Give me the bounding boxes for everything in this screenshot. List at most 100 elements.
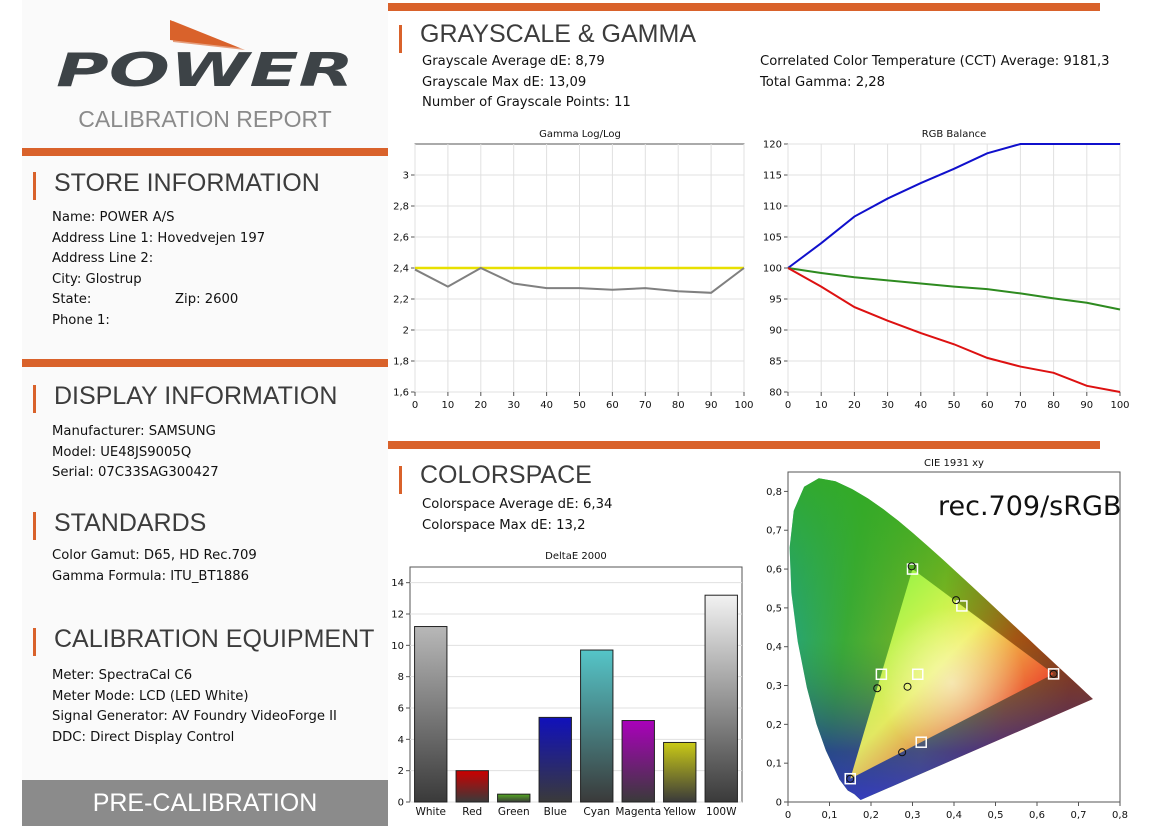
standards-gamma: Gamma Formula: ITU_BT1886	[52, 568, 250, 584]
y-tick-label: 0,4	[766, 642, 782, 653]
x-tick-label: 70	[639, 400, 652, 411]
measured-point	[898, 748, 907, 757]
x-tick-label: 60	[981, 400, 994, 411]
y-tick-label: 80	[769, 388, 782, 399]
gamma-chart: 1,61,822,22,42,62,830 10 20 30 40 50 60 70 80 90 1…	[393, 143, 754, 411]
y-tick-label: 2	[403, 326, 409, 337]
power-logo-icon: POWER	[56, 20, 354, 97]
y-tick-label: 2	[398, 766, 404, 777]
target-point	[844, 772, 856, 785]
x-tick-label: 30	[507, 400, 520, 411]
y-tick-label: 95	[769, 295, 782, 306]
x-tick-label: 60	[606, 400, 619, 411]
grayscale-average: Grayscale Average dE: 8,79	[422, 54, 605, 69]
measured-point	[903, 682, 912, 691]
x-tick-label: 80	[672, 400, 685, 411]
colorspace-average: Colorspace Average dE: 6,34	[422, 497, 613, 512]
y-tick-label: 90	[769, 326, 782, 337]
divider	[22, 359, 388, 367]
measured-point	[846, 774, 855, 783]
section-marker	[33, 385, 36, 413]
y-tick-label: 3	[403, 171, 409, 182]
display-serial: Serial: 07C33SAG300427	[52, 465, 219, 481]
x-tick-label: 0,7	[1071, 810, 1087, 821]
display-model: Model: UE48JS9005Q	[52, 444, 192, 460]
rgb-chart-title: RGB Balance	[921, 129, 987, 140]
cct-average: Correlated Color Temperature (CCT) Avera…	[760, 54, 1110, 69]
x-tick-label: Cyan	[583, 806, 610, 818]
x-tick-label: 0,2	[863, 810, 879, 821]
y-tick-label: 0,3	[766, 681, 782, 692]
target-point	[912, 668, 924, 681]
y-tick-label: 14	[391, 578, 404, 589]
x-tick-label: 0	[785, 810, 791, 821]
x-tick-label: 10	[442, 400, 455, 411]
y-tick-label: 110	[763, 202, 782, 213]
store-zip: Zip: 2600	[175, 292, 239, 308]
x-tick-label: 0,4	[946, 810, 962, 821]
y-tick-label: 0,1	[766, 759, 782, 770]
display-manufacturer: Manufacturer: SAMSUNG	[52, 424, 216, 439]
sidebar-panel	[22, 0, 388, 826]
cie-chart: 00 0,1 0,1 0,2 0,2 0,3 0,3 0,4 0,4 0,5 0,5 0,6 0,6 0,…	[766, 471, 1128, 821]
divider	[388, 441, 1100, 449]
equipment-mode: Meter Mode: LCD (LED White)	[52, 688, 249, 704]
power-logo: POWER	[55, 20, 355, 97]
x-tick-label: White	[415, 806, 446, 818]
section-marker	[33, 512, 36, 540]
deltae-bar-chart: 0 2 4 6 8 10 12 14 White Red Green Blue Cyan Magenta Y…	[391, 566, 743, 818]
y-tick-label: 2,6	[393, 233, 409, 244]
x-tick-label: 0,8	[1112, 810, 1128, 821]
y-tick-label: 100	[763, 264, 782, 275]
y-tick-label: 115	[763, 171, 782, 182]
logo-text: POWER	[56, 43, 354, 92]
x-tick-label: 0,3	[905, 810, 921, 821]
bar	[580, 649, 614, 803]
gamma-chart-title: Gamma Log/Log	[539, 129, 621, 140]
x-tick-label: Blue	[544, 806, 567, 818]
x-tick-label: 100W	[706, 806, 737, 818]
store-address-2: Address Line 2:	[52, 251, 154, 267]
divider	[22, 148, 388, 156]
store-city: City: Glostrup	[52, 271, 142, 287]
section-marker	[33, 628, 36, 656]
store-title: STORE INFORMATION	[54, 169, 320, 197]
y-tick-label: 0,2	[766, 720, 782, 731]
x-tick-label: 40	[914, 400, 927, 411]
gamut-annotation: rec.709/sRGB	[938, 491, 1121, 522]
deltae-chart-title: DeltaE 2000	[545, 551, 607, 562]
x-tick-label: 30	[881, 400, 894, 411]
y-tick-label: 6	[398, 704, 404, 715]
x-tick-label: 70	[1014, 400, 1027, 411]
x-tick-label: Magenta	[615, 806, 661, 818]
equipment-meter: Meter: SpectraCal C6	[52, 668, 193, 683]
measured-point	[952, 596, 961, 605]
colorspace-title: COLORSPACE	[420, 461, 592, 489]
y-tick-label: 2,4	[393, 264, 409, 275]
measured-point	[907, 562, 916, 571]
section-marker	[399, 25, 402, 53]
y-tick-label: 0,6	[766, 565, 782, 576]
series-line	[414, 266, 745, 294]
rgb-balance-chart: 80 85 90 95 100 105 110 115 120 0 10 20 30 40 50 60 70 80…	[763, 140, 1130, 411]
x-tick-label: 90	[705, 400, 718, 411]
series-line	[787, 267, 1121, 393]
divider	[388, 3, 1100, 11]
store-info: Name: POWER A/S Address Line 1: Hovedvej…	[52, 208, 265, 332]
store-address-1: Address Line 1: Hovedvejen 197	[52, 230, 266, 246]
standards-info: Color Gamut: D65, HD Rec.709 Gamma Formu…	[52, 546, 257, 587]
y-tick-label: 105	[763, 233, 782, 244]
target-point	[956, 600, 968, 612]
store-phone: Phone 1:	[52, 312, 110, 328]
target-point	[875, 668, 888, 681]
cie-chart-title: CIE 1931 xy	[924, 458, 984, 469]
y-tick-label: 1,6	[393, 388, 409, 399]
bar	[455, 770, 489, 803]
equipment-ddc: DDC: Direct Display Control	[52, 729, 235, 745]
equipment-generator: Signal Generator: AV Foundry VideoForge …	[52, 709, 337, 725]
store-state-row: State: Zip: 2600	[52, 290, 265, 311]
x-tick-label: 0	[785, 400, 791, 411]
x-tick-label: 10	[815, 400, 828, 411]
x-tick-label: 100	[1110, 400, 1129, 411]
x-tick-label: 90	[1080, 400, 1093, 411]
